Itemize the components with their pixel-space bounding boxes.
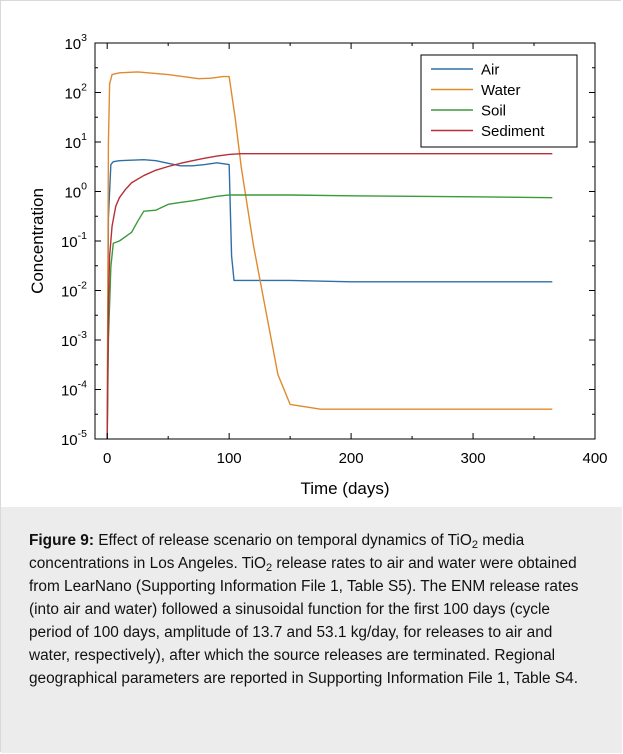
- x-tick-label: 200: [339, 450, 364, 467]
- caption-subscript-1: 2: [471, 539, 478, 551]
- y-tick-label: 101: [64, 131, 87, 152]
- y-tick-label: 102: [64, 82, 87, 103]
- legend-label-water: Water: [481, 82, 520, 99]
- caption-subscript-2: 2: [265, 562, 273, 574]
- legend-label-air: Air: [481, 62, 499, 79]
- series-line-sediment: [106, 153, 553, 439]
- legend-label-sediment: Sediment: [481, 123, 545, 140]
- y-tick-label: 10-3: [61, 329, 87, 350]
- legend: Air Water Soil Sediment: [420, 54, 578, 148]
- figure-caption: Figure 9: Effect of release scenario on …: [1, 507, 622, 753]
- y-tick-label: 10-1: [61, 230, 87, 251]
- series-line-soil: [106, 194, 553, 439]
- series-line-air: [106, 158, 553, 439]
- y-axis-label: Concentration: [28, 188, 47, 294]
- legend-label-soil: Soil: [481, 103, 506, 120]
- x-tick-label: 300: [461, 450, 486, 467]
- caption-text-3: release rates to air and water were obta…: [29, 555, 579, 687]
- x-tick-label: 0: [103, 450, 111, 467]
- legend-box: [420, 54, 578, 148]
- x-axis-label: Time (days): [300, 479, 389, 498]
- y-tick-label: 10-2: [61, 280, 87, 301]
- caption-label: Figure 9:: [29, 532, 94, 549]
- x-tick-label: 100: [217, 450, 242, 467]
- chart-area: 0 100 200 300 400 10-5 10-4 10-3 10-2 10-1 100 101 1…: [1, 1, 622, 507]
- y-tick-label: 10-5: [61, 428, 87, 449]
- x-tick-label: 400: [582, 450, 607, 467]
- caption-text-2: media concentrations in Los Angeles. TiO: [29, 532, 525, 572]
- series-line-water: [106, 71, 553, 439]
- y-tick-label: 100: [64, 181, 87, 202]
- line-chart: 0 100 200 300 400 10-5 10-4 10-3 10-2 10-1 100 101 1…: [28, 32, 608, 498]
- caption-text-1: Effect of release scenario on temporal d…: [94, 532, 472, 549]
- y-tick-label: 10-4: [61, 379, 87, 400]
- y-tick-label: 103: [64, 32, 87, 53]
